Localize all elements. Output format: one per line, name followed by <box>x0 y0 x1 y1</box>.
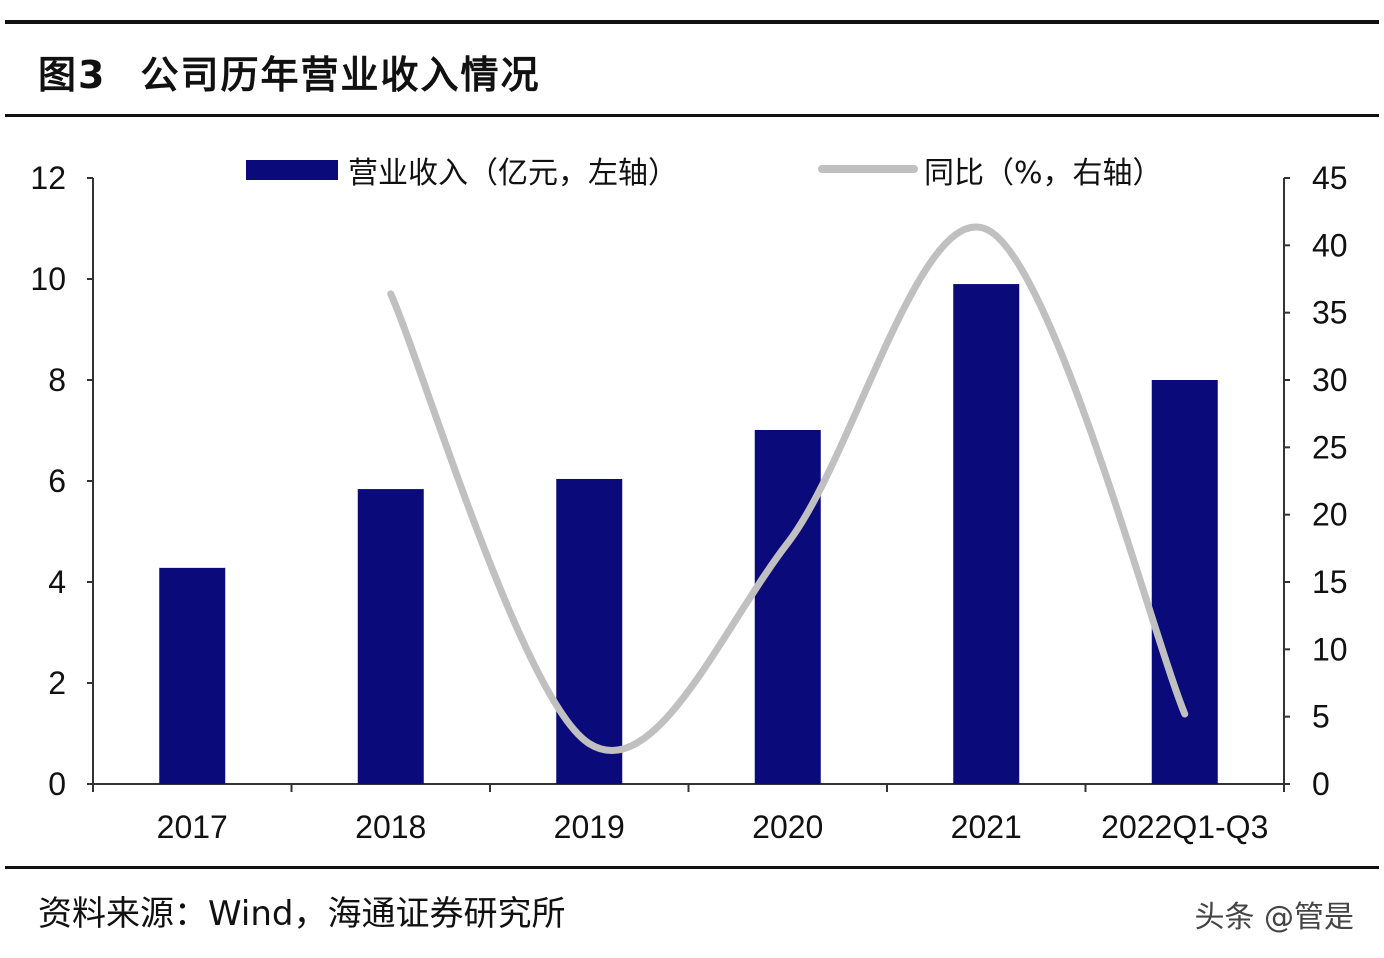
right-tick-label: 35 <box>1312 295 1348 331</box>
revenue-bar <box>556 478 623 784</box>
right-tick-label: 20 <box>1312 497 1348 533</box>
source-note: 资料来源：Wind，海通证券研究所 <box>38 894 566 934</box>
x-tick-label: 2019 <box>554 809 625 845</box>
revenue-bar <box>159 567 226 784</box>
right-tick-label: 30 <box>1312 362 1348 398</box>
watermark: 头条 @管是 <box>1194 900 1354 935</box>
x-tick-label: 2020 <box>752 809 823 845</box>
left-tick-label: 8 <box>48 362 66 398</box>
figure-title: 图3 公司历年营业收入情况 <box>38 44 540 99</box>
legend-bar-swatch <box>246 160 338 180</box>
bottom-rule <box>5 866 1379 869</box>
right-tick-label: 10 <box>1312 631 1348 667</box>
legend-yoy-label: 同比（%，右轴） <box>924 156 1163 191</box>
right-tick-label: 0 <box>1312 766 1330 802</box>
left-tick-label: 0 <box>48 766 66 802</box>
left-tick-label: 12 <box>30 160 66 196</box>
right-tick-label: 45 <box>1312 160 1348 196</box>
figure-title-text: 公司历年营业收入情况 <box>140 53 541 97</box>
figure-number: 图3 <box>38 53 107 97</box>
x-tick-label: 2017 <box>157 809 228 845</box>
x-tick-label: 2022Q1-Q3 <box>1101 809 1268 845</box>
right-tick-label: 40 <box>1312 227 1348 263</box>
top-rule <box>5 20 1379 24</box>
revenue-bar <box>357 489 424 784</box>
x-tick-label: 2018 <box>355 809 426 845</box>
revenue-bar <box>1151 380 1218 784</box>
x-tick-label: 2021 <box>951 809 1022 845</box>
left-tick-label: 2 <box>48 665 66 701</box>
legend-revenue-label: 营业收入（亿元，左轴） <box>348 156 678 191</box>
left-tick-label: 6 <box>48 463 66 499</box>
revenue-bar <box>953 284 1020 784</box>
left-tick-label: 10 <box>30 261 66 297</box>
title-rule <box>5 114 1379 117</box>
right-tick-label: 5 <box>1312 699 1330 735</box>
yoy-growth-line <box>387 223 1189 754</box>
right-tick-label: 25 <box>1312 429 1348 465</box>
left-tick-label: 4 <box>48 564 66 600</box>
revenue-bar <box>754 429 821 784</box>
right-tick-label: 15 <box>1312 564 1348 600</box>
